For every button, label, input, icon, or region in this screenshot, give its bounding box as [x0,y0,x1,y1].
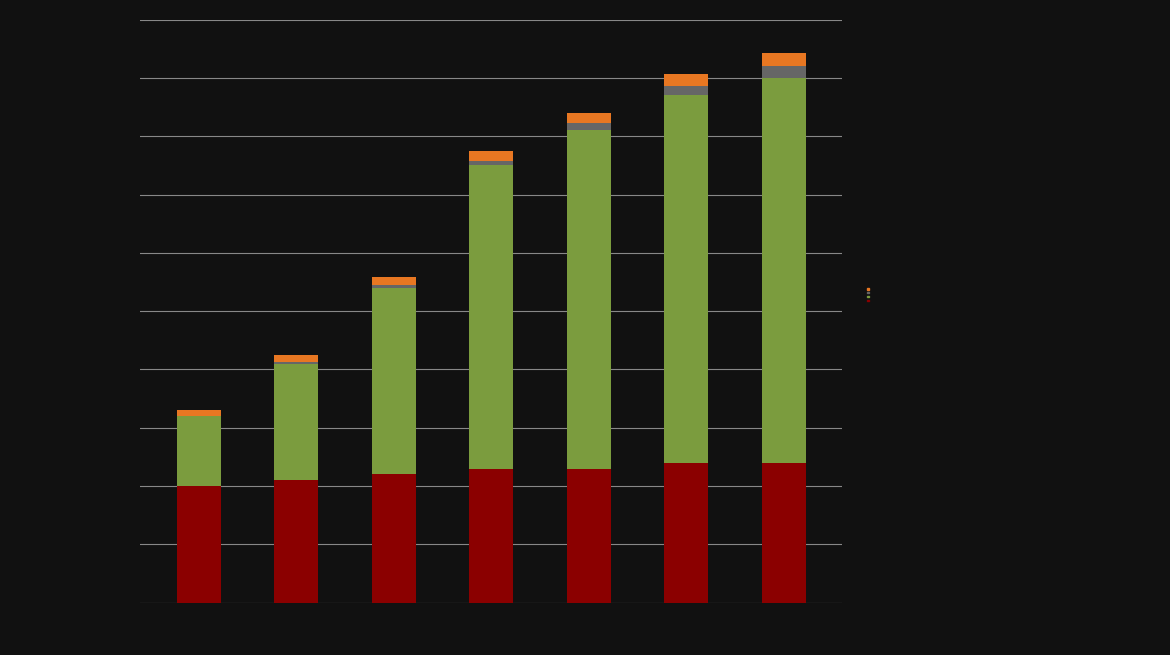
Bar [275,362,318,364]
Bar [762,462,806,603]
Bar [665,86,708,96]
Bar [177,416,221,486]
Bar [275,480,318,603]
Bar [177,486,221,603]
Bar [665,96,708,462]
Bar [469,160,514,165]
Bar [469,165,514,468]
Bar [665,75,708,86]
Bar [372,288,415,474]
Bar [275,364,318,480]
Bar [665,462,708,603]
Bar [275,356,318,362]
Bar [567,130,611,468]
Bar [567,468,611,603]
Bar [372,277,415,286]
Legend: , , , : , , , [867,288,870,302]
Bar [762,78,806,462]
Bar [762,54,806,66]
Bar [177,410,221,416]
Bar [469,468,514,603]
Bar [762,66,806,78]
Bar [372,474,415,603]
Bar [469,151,514,160]
Bar [567,113,611,123]
Bar [567,123,611,130]
Bar [372,286,415,288]
